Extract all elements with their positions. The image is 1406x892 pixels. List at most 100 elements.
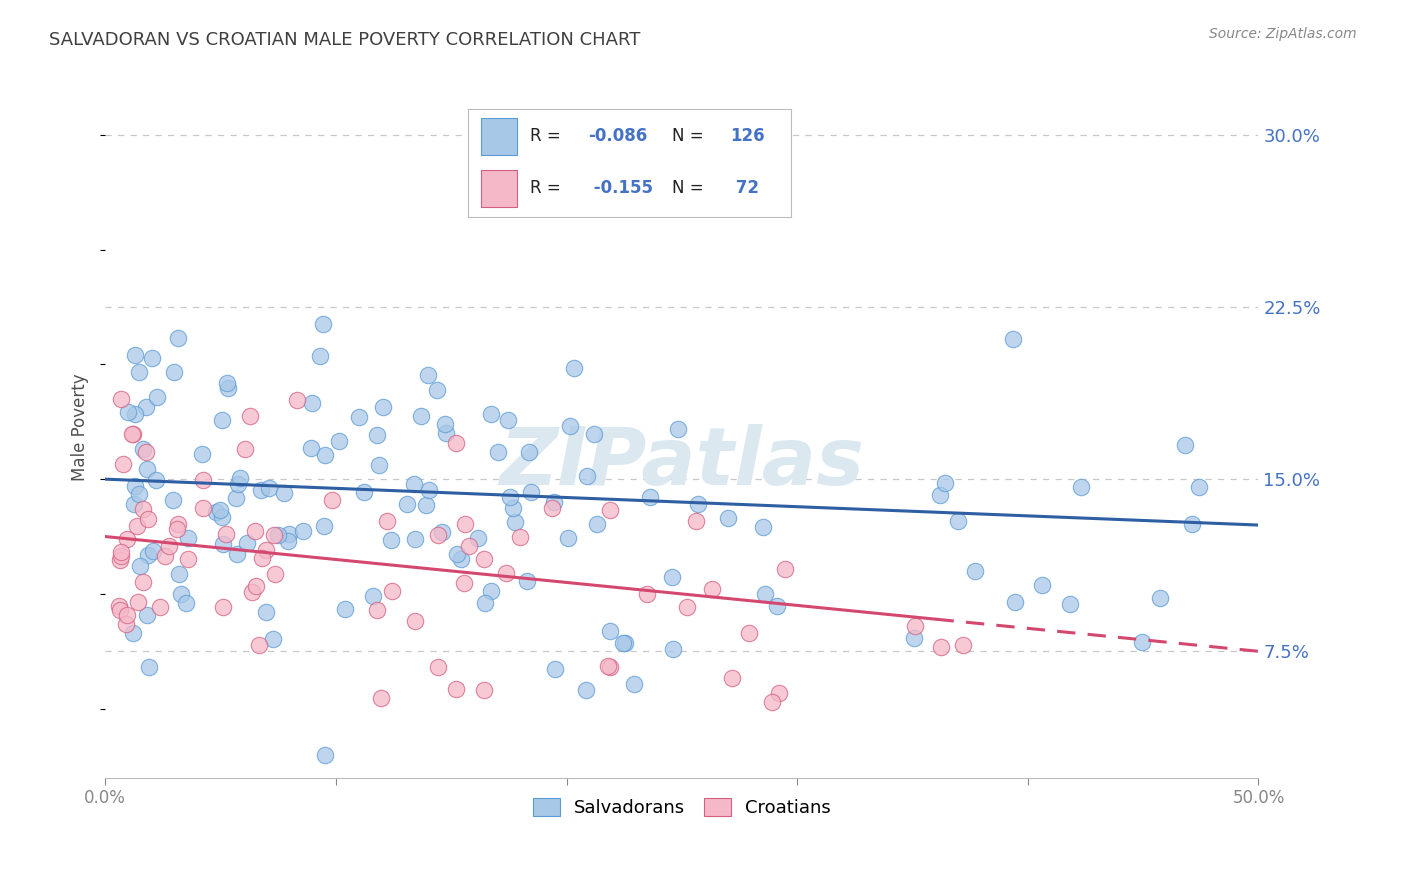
Point: [474, 596, 496, 610]
Point: [125, 519, 148, 533]
Point: [110, 549, 132, 563]
Point: [321, 493, 343, 508]
Point: [157, 539, 180, 553]
Point: [262, 632, 284, 647]
Point: [486, 444, 509, 458]
Point: [115, 532, 138, 546]
Point: [454, 516, 477, 531]
Point: [395, 497, 418, 511]
Point: [402, 477, 425, 491]
Point: [191, 447, 214, 461]
Point: [233, 442, 256, 456]
Point: [427, 528, 450, 542]
Point: [132, 501, 155, 516]
Point: [112, 457, 135, 471]
Point: [1059, 597, 1081, 611]
Point: [415, 498, 437, 512]
Point: [153, 549, 176, 563]
Point: [191, 473, 214, 487]
Point: [146, 390, 169, 404]
Point: [145, 473, 167, 487]
Point: [122, 625, 145, 640]
Point: [264, 567, 287, 582]
Point: [638, 491, 661, 505]
Point: [299, 441, 322, 455]
Point: [458, 539, 481, 553]
Point: [245, 579, 267, 593]
Point: [110, 545, 132, 559]
Point: [517, 445, 540, 459]
Point: [761, 695, 783, 709]
Point: [138, 548, 160, 562]
Point: [214, 526, 236, 541]
Point: [250, 483, 273, 497]
Point: [225, 491, 247, 505]
Point: [499, 490, 522, 504]
Point: [211, 537, 233, 551]
Point: [675, 599, 697, 614]
Point: [292, 524, 315, 539]
Point: [278, 526, 301, 541]
Point: [773, 562, 796, 576]
Point: [444, 435, 467, 450]
Point: [309, 349, 332, 363]
Point: [560, 419, 582, 434]
Point: [1174, 438, 1197, 452]
Point: [766, 599, 789, 613]
Point: [110, 392, 132, 407]
Point: [931, 640, 953, 654]
Point: [254, 606, 277, 620]
Point: [381, 583, 404, 598]
Point: [121, 427, 143, 442]
Point: [562, 361, 585, 376]
Point: [226, 547, 249, 561]
Point: [211, 413, 233, 427]
Point: [287, 393, 309, 408]
Point: [432, 525, 454, 540]
Point: [177, 552, 200, 566]
Point: [520, 485, 543, 500]
Point: [495, 566, 517, 580]
Point: [229, 471, 252, 485]
Point: [167, 567, 190, 582]
Point: [502, 500, 524, 515]
Point: [557, 531, 579, 545]
Point: [366, 428, 388, 442]
Point: [623, 677, 645, 691]
Point: [433, 417, 456, 432]
Point: [599, 660, 621, 674]
Point: [666, 422, 689, 436]
Point: [117, 607, 139, 622]
Point: [314, 747, 336, 762]
Point: [108, 603, 131, 617]
Point: [598, 659, 620, 673]
Point: [127, 595, 149, 609]
Point: [418, 483, 440, 497]
Point: [117, 405, 139, 419]
Point: [263, 528, 285, 542]
Point: [353, 485, 375, 500]
Point: [1149, 591, 1171, 606]
Point: [903, 631, 925, 645]
Point: [124, 348, 146, 362]
Point: [328, 434, 350, 449]
Point: [662, 642, 685, 657]
Point: [314, 519, 336, 533]
Point: [416, 368, 439, 383]
Point: [453, 575, 475, 590]
Point: [142, 544, 165, 558]
Point: [516, 574, 538, 588]
Point: [124, 407, 146, 421]
Point: [170, 586, 193, 600]
Point: [583, 426, 606, 441]
Point: [124, 479, 146, 493]
Text: SALVADORAN VS CROATIAN MALE POVERTY CORRELATION CHART: SALVADORAN VS CROATIAN MALE POVERTY CORR…: [49, 31, 641, 49]
Point: [599, 624, 621, 639]
Point: [404, 532, 426, 546]
Point: [301, 396, 323, 410]
Point: [243, 524, 266, 538]
Point: [963, 564, 986, 578]
Point: [205, 505, 228, 519]
Point: [314, 448, 336, 462]
Point: [333, 602, 356, 616]
